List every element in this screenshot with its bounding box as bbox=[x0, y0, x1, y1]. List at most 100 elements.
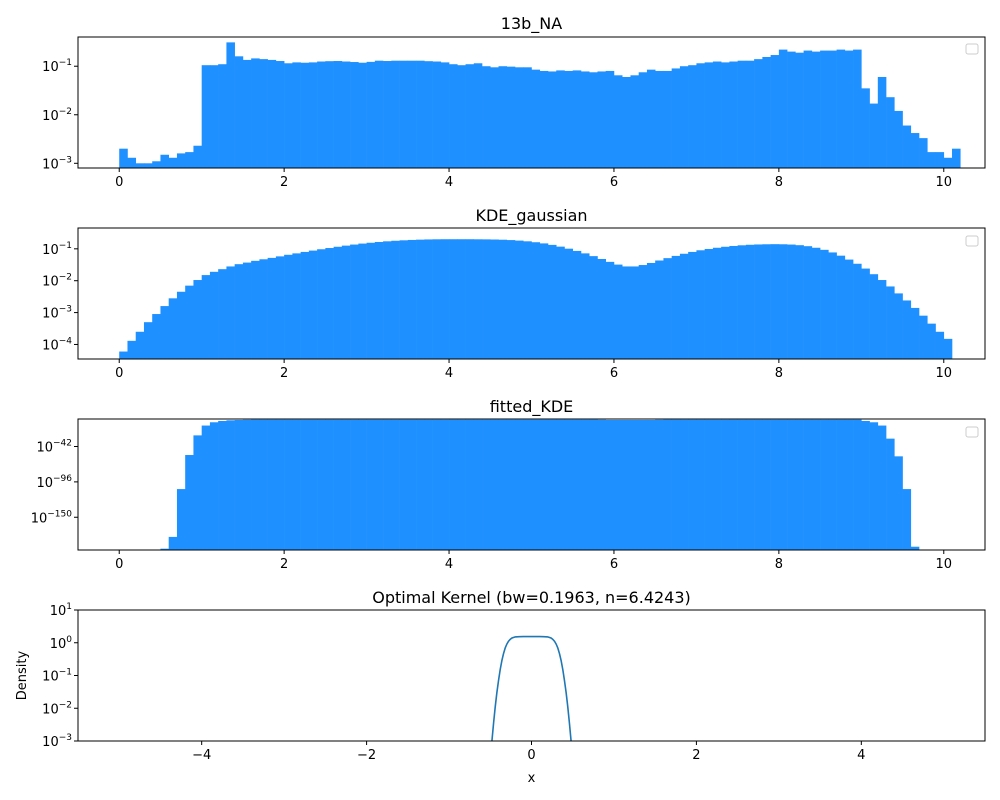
histogram-bar bbox=[605, 70, 615, 168]
histogram-bar bbox=[366, 242, 376, 359]
histogram-bar bbox=[927, 152, 936, 168]
histogram-bar bbox=[284, 63, 293, 169]
histogram-bar bbox=[737, 245, 747, 359]
histogram-bar bbox=[152, 161, 161, 168]
histogram-bar bbox=[482, 239, 491, 359]
histogram-bar bbox=[341, 419, 351, 550]
histogram-bar bbox=[218, 64, 227, 168]
histogram-bar bbox=[317, 61, 326, 169]
histogram-bar bbox=[416, 239, 425, 359]
histogram-bar bbox=[679, 253, 689, 359]
histogram-bar bbox=[259, 259, 268, 359]
histogram-bar bbox=[523, 67, 532, 168]
histogram-bar bbox=[877, 425, 887, 550]
y-tick-label: 10−2 bbox=[42, 273, 72, 290]
histogram-bar bbox=[589, 256, 598, 359]
histogram-bar bbox=[696, 63, 705, 169]
histogram-bar bbox=[432, 61, 442, 169]
histogram-bar bbox=[861, 420, 870, 550]
y-tick-exponent: −150 bbox=[47, 509, 72, 519]
histogram-bar bbox=[449, 64, 458, 168]
x-tick-label: 6 bbox=[610, 175, 618, 190]
histogram-bar bbox=[498, 239, 508, 359]
histogram-bar bbox=[580, 71, 590, 168]
y-tick-base: 10 bbox=[50, 637, 67, 652]
y-tick-exponent: −4 bbox=[59, 336, 73, 346]
histogram-bar bbox=[729, 419, 738, 550]
histogram-bar bbox=[704, 248, 714, 359]
histogram-bar bbox=[877, 76, 887, 168]
histogram-bar bbox=[284, 419, 293, 550]
histogram-bar bbox=[721, 62, 730, 168]
x-tick-label: 8 bbox=[775, 175, 783, 190]
histogram-bar bbox=[523, 419, 532, 550]
histogram-bar bbox=[820, 419, 829, 550]
histogram-bar bbox=[498, 66, 508, 168]
histogram-bar bbox=[589, 419, 598, 550]
histogram-bar bbox=[803, 246, 813, 359]
histogram-bar bbox=[201, 275, 211, 359]
histogram-bar bbox=[919, 315, 928, 359]
y-tick-label: 10−1 bbox=[42, 668, 72, 685]
histogram-bar bbox=[547, 419, 557, 550]
histogram-bar bbox=[515, 67, 524, 168]
histogram-bar bbox=[655, 70, 664, 168]
histogram-bar bbox=[836, 255, 846, 359]
histogram-bar bbox=[737, 60, 747, 168]
histogram-bar bbox=[886, 286, 895, 359]
histogram-bar bbox=[803, 419, 813, 550]
histogram-bar bbox=[457, 419, 466, 550]
y-tick-exponent: −3 bbox=[59, 733, 72, 743]
histogram-bar bbox=[374, 419, 384, 550]
histogram-bar bbox=[399, 240, 409, 359]
y-tick-label: 10−150 bbox=[31, 509, 73, 526]
histogram-bar bbox=[407, 60, 417, 168]
histogram-bar bbox=[556, 419, 565, 550]
histogram-bar bbox=[176, 153, 186, 168]
panel-title: 13b_NA bbox=[501, 14, 562, 34]
histogram-bar bbox=[679, 419, 689, 550]
histogram-bar bbox=[201, 425, 211, 550]
histogram-bars bbox=[119, 239, 953, 359]
histogram-bar bbox=[935, 152, 945, 168]
histogram-bar bbox=[828, 419, 837, 550]
histogram-bar bbox=[275, 61, 285, 168]
histogram-bar bbox=[836, 419, 846, 550]
histogram-bar bbox=[869, 274, 879, 359]
histogram-bar bbox=[572, 419, 582, 550]
histogram-bar bbox=[597, 71, 607, 168]
x-tick-label: 2 bbox=[280, 175, 288, 190]
histogram-bar bbox=[119, 148, 128, 168]
histogram-bar bbox=[209, 271, 219, 359]
histogram-bar bbox=[688, 251, 697, 359]
histogram-bar bbox=[350, 244, 359, 359]
histogram-bar bbox=[482, 419, 491, 550]
histogram-bar bbox=[341, 245, 351, 359]
histogram-bar bbox=[259, 419, 268, 550]
histogram-bar bbox=[910, 546, 920, 550]
histogram-bar bbox=[234, 264, 244, 359]
histogram-bar bbox=[754, 59, 763, 168]
histogram-bar bbox=[721, 246, 730, 359]
x-tick-label: 0 bbox=[527, 748, 535, 763]
x-tick-label: 0 bbox=[115, 366, 123, 381]
histogram-bar bbox=[605, 261, 615, 359]
histogram-bar bbox=[407, 419, 417, 550]
histogram-bar bbox=[424, 61, 433, 168]
histogram-bar bbox=[168, 536, 178, 550]
y-tick-exponent: −1 bbox=[59, 58, 72, 68]
histogram-bar bbox=[160, 306, 169, 359]
histogram-bar bbox=[226, 420, 235, 550]
x-tick-label: 8 bbox=[775, 366, 783, 381]
panel-13b-na: 13b_NA 0 2 4 6 8 10 10−110−210−3 bbox=[42, 14, 986, 190]
y-tick-base: 10 bbox=[42, 109, 59, 124]
histogram-bar bbox=[547, 244, 557, 359]
histogram-bar bbox=[465, 419, 475, 550]
histogram-bar bbox=[762, 244, 771, 359]
y-tick-base: 10 bbox=[36, 476, 53, 491]
histogram-bar bbox=[515, 419, 524, 550]
histogram-bar bbox=[350, 62, 359, 168]
histogram-bar bbox=[432, 419, 442, 550]
histogram-bar bbox=[613, 264, 623, 359]
histogram-bar bbox=[168, 298, 178, 359]
